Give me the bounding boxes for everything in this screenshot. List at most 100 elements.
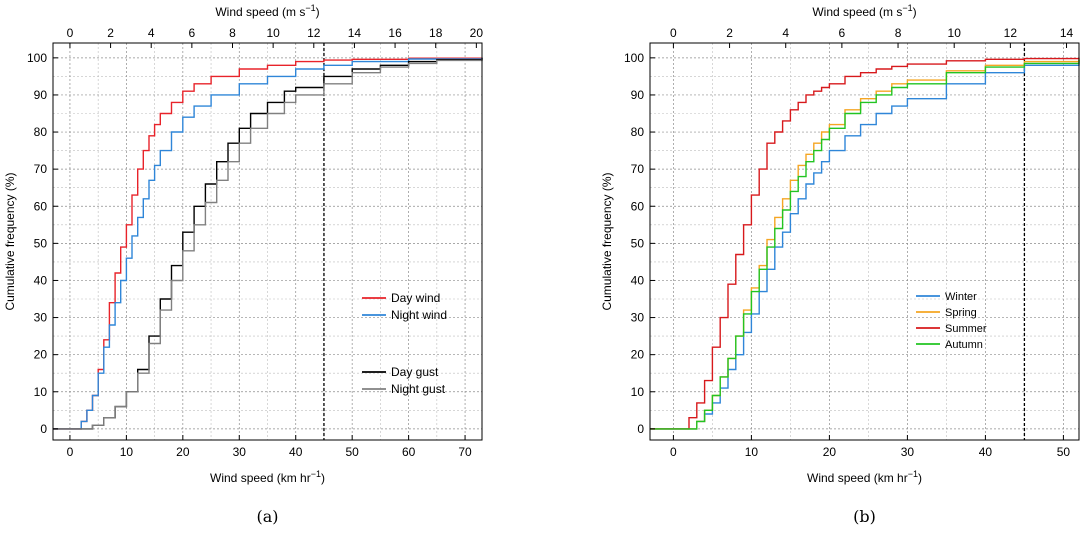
top-tick-label: 12 (307, 26, 321, 40)
top-tick-label: 4 (148, 26, 155, 40)
top-axis-label-text: Wind speed (m s (215, 5, 305, 19)
x-axis-label-tail: ) (321, 471, 325, 485)
y-tick-label: 70 (34, 162, 48, 176)
x-tick-label: 60 (402, 445, 416, 459)
panel-a-wind-gust-cdf: 0 10 20 30 40 50 60 70 0 10 20 30 40 50 60 70 80 90 100 0 2 4… (3, 3, 483, 526)
y-tick-label: 60 (631, 199, 645, 213)
x-tick-label: 50 (1057, 445, 1071, 459)
x-axis-label-text: Wind speed (km hr (210, 471, 311, 485)
y-tick-label: 30 (34, 311, 48, 325)
top-tick-label: 14 (348, 26, 362, 40)
top-tick-label: 4 (782, 26, 789, 40)
top-tick-label: 6 (189, 26, 196, 40)
y-tick-label: 80 (34, 125, 48, 139)
x-tick-label: 0 (67, 445, 74, 459)
top-tick-label: 6 (839, 26, 846, 40)
plot-frame (52, 42, 483, 441)
series-line-summer (650, 57, 1080, 430)
x-axis-label-sup: −1 (311, 469, 321, 479)
top-axis-label-text: Wind speed (m s (812, 5, 902, 19)
x-tick-label: 40 (289, 445, 303, 459)
y-tick-label: 50 (34, 236, 48, 250)
top-tick-label: 12 (1004, 26, 1018, 40)
y-tick-label: 30 (631, 311, 645, 325)
series-line-night-gust (53, 57, 483, 430)
x-tick-label: 20 (176, 445, 190, 459)
series-line-winter (650, 59, 1080, 430)
top-tick-label: 2 (107, 26, 114, 40)
y-tick-label: 70 (631, 162, 645, 176)
x-tick-label: 70 (458, 445, 472, 459)
top-axis-label: Wind speed (m s−1) (215, 3, 319, 19)
top-axis-label-tail: ) (913, 5, 917, 19)
y-tick-label: 40 (631, 273, 645, 287)
y-axis-label: Cumulative frequency (%) (600, 172, 614, 310)
x-axis-label: Wind speed (km hr−1) (807, 469, 922, 485)
legend-entry: Spring (916, 307, 977, 319)
legend-entry: Night wind (362, 308, 447, 322)
y-tick-label: 20 (631, 348, 645, 362)
x-axis-label-text: Wind speed (km hr (807, 471, 908, 485)
x-tick-label: 30 (901, 445, 915, 459)
panel-caption: (a) (256, 507, 278, 526)
series-line-autumn (650, 59, 1080, 430)
y-tick-label: 10 (34, 385, 48, 399)
legend-label: Night gust (391, 382, 446, 396)
top-tick-label: 14 (1060, 26, 1074, 40)
legend-entry: Winter (916, 291, 977, 303)
top-tick-label: 8 (895, 26, 902, 40)
series-line-night-wind (53, 57, 483, 430)
top-tick-label: 10 (948, 26, 962, 40)
y-tick-label: 80 (631, 125, 645, 139)
top-tick-label: 2 (726, 26, 733, 40)
x-tick-label: 30 (233, 445, 247, 459)
x-tick-label: 40 (979, 445, 993, 459)
y-tick-label: 10 (631, 385, 645, 399)
legend-label: Spring (945, 307, 977, 319)
y-tick-label: 40 (34, 273, 48, 287)
top-tick-label: 16 (388, 26, 402, 40)
plot-frame (649, 42, 1080, 441)
top-tick-label: 18 (429, 26, 443, 40)
y-tick-label: 50 (631, 236, 645, 250)
legend-entry: Autumn (916, 339, 983, 351)
plot-area (650, 43, 1079, 440)
x-tick-label: 0 (670, 445, 677, 459)
panel-caption: (b) (853, 507, 876, 526)
x-tick-label: 50 (345, 445, 359, 459)
y-tick-label: 0 (637, 422, 644, 436)
legend-label: Autumn (945, 339, 983, 351)
x-axis-label-tail: ) (918, 471, 922, 485)
top-axis-label-tail: ) (316, 5, 320, 19)
y-axis-label: Cumulative frequency (%) (3, 172, 17, 310)
top-axis-label: Wind speed (m s−1) (812, 3, 916, 19)
top-axis-label-sup: −1 (305, 3, 315, 13)
y-tick-label: 60 (34, 199, 48, 213)
top-axis-label-sup: −1 (902, 3, 912, 13)
y-tick-label: 90 (631, 88, 645, 102)
y-tick-label: 100 (27, 51, 47, 65)
top-tick-label: 8 (229, 26, 236, 40)
legend-entry: Summer (916, 323, 987, 335)
legend-label: Winter (945, 291, 977, 303)
top-tick-label: 20 (470, 26, 484, 40)
panel-b-seasonal-cdf: 0 10 20 30 40 50 0 10 20 30 40 50 60 70 80 90 100 0 2 4 6 8 10… (600, 3, 1080, 526)
legend-label: Day gust (391, 365, 439, 379)
legend-label: Day wind (391, 291, 440, 305)
legend-label: Summer (945, 323, 987, 335)
x-axis-label-sup: −1 (908, 469, 918, 479)
top-tick-label: 10 (266, 26, 280, 40)
x-tick-label: 10 (745, 445, 759, 459)
y-tick-label: 100 (624, 51, 644, 65)
top-tick-label: 0 (670, 26, 677, 40)
y-tick-label: 90 (34, 88, 48, 102)
y-tick-label: 20 (34, 348, 48, 362)
legend-entry: Day gust (362, 365, 439, 379)
top-tick-label: 0 (67, 26, 74, 40)
legend-entry: Night gust (362, 382, 446, 396)
x-axis-label: Wind speed (km hr−1) (210, 469, 325, 485)
x-tick-label: 10 (120, 445, 134, 459)
x-tick-label: 20 (823, 445, 837, 459)
legend-label: Night wind (391, 308, 447, 322)
